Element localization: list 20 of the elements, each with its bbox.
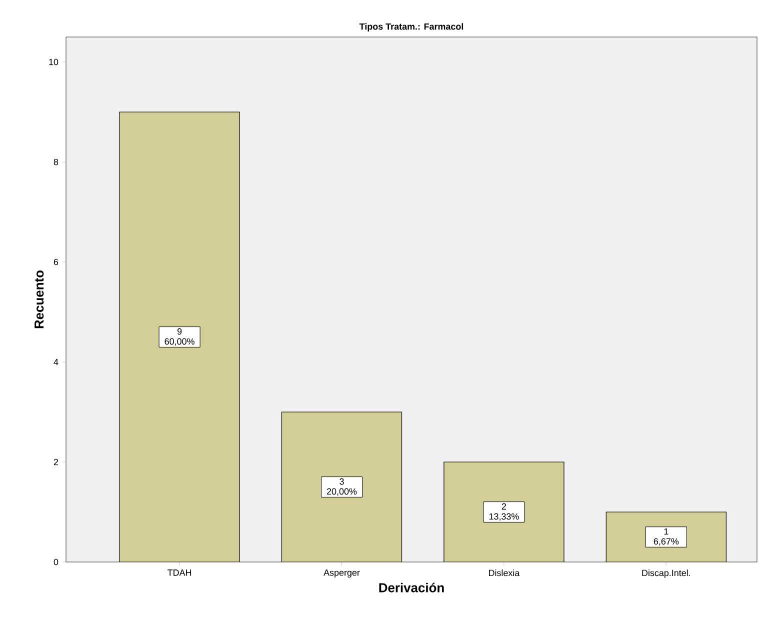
x-tick-label: TDAH	[168, 570, 192, 576]
y-tick-label: 10	[49, 58, 58, 66]
data-label: 9 60,00%	[164, 328, 194, 346]
y-tick-label: 2	[54, 458, 58, 466]
x-tick-label: Dislexia	[489, 570, 520, 576]
bar	[444, 462, 564, 562]
x-tick-label: Discap.Intel.	[642, 570, 690, 578]
x-axis-title: Derivación	[379, 582, 444, 592]
x-tick-label: Asperger	[324, 570, 360, 578]
y-tick-label: 4	[54, 358, 58, 366]
data-label: 2 13,33%	[489, 503, 519, 521]
data-label: 3 20,00%	[327, 478, 357, 496]
bar	[281, 412, 402, 562]
data-label: 1 6,67%	[654, 528, 679, 546]
bar	[119, 112, 240, 562]
chart-title: Tipos Tratam.: Farmacol	[359, 23, 464, 32]
y-axis-title: Recuento	[34, 270, 44, 328]
y-tick-label: 0	[54, 558, 58, 566]
y-tick-label: 6	[54, 258, 58, 266]
y-tick-label: 8	[54, 158, 58, 166]
